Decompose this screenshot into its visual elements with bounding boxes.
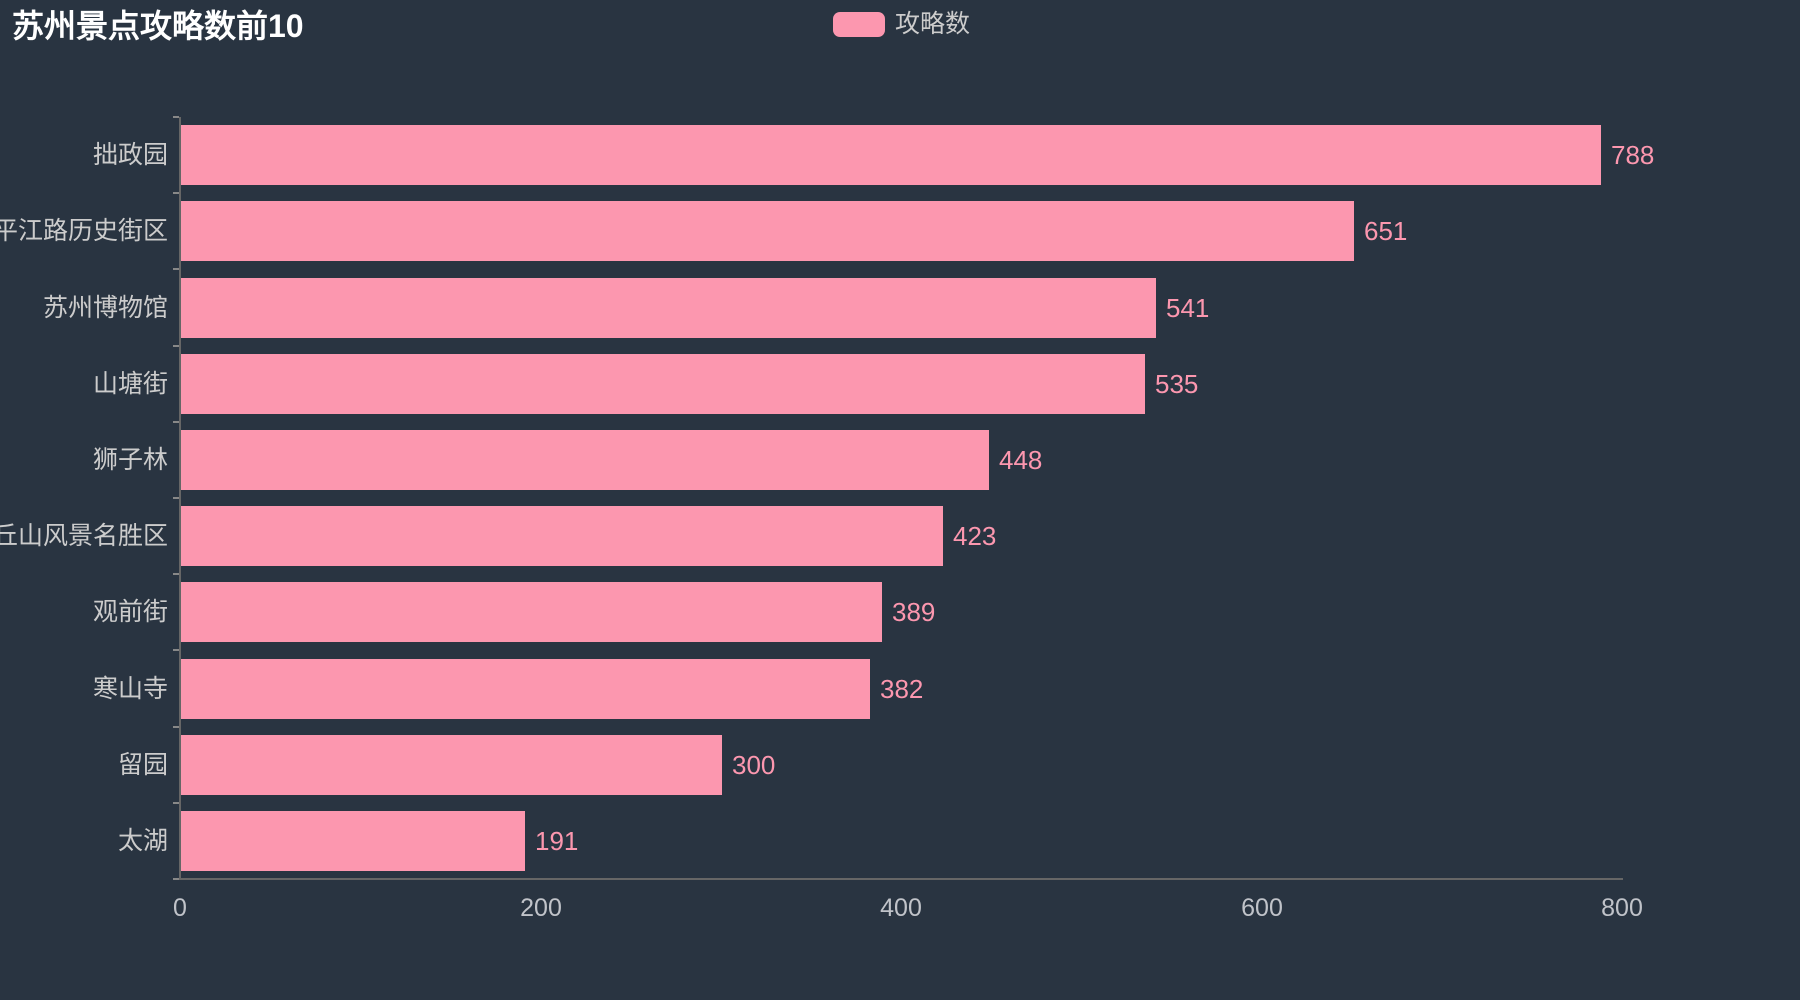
bar-value-label: 382: [880, 674, 924, 704]
bar-value-label: 535: [1155, 369, 1199, 399]
y-axis-label: 狮子林: [92, 446, 168, 474]
x-axis-line: [179, 878, 1623, 880]
y-axis-label: 观前街: [92, 598, 168, 626]
bar[interactable]: [181, 811, 525, 871]
y-axis-tick: [173, 725, 179, 728]
bar-value-label: 300: [732, 750, 776, 780]
bar[interactable]: [181, 278, 1156, 338]
x-axis-tick-label: 200: [520, 894, 562, 922]
bar-value-label: 651: [1364, 216, 1408, 246]
y-axis-tick: [173, 801, 179, 804]
y-axis-label: 留园: [117, 751, 168, 779]
y-axis-label: 山塘街: [92, 370, 168, 398]
x-axis-tick-label: 800: [1601, 894, 1643, 922]
y-axis-label: 虎丘山风景名胜区: [0, 522, 168, 550]
bar-value-label: 448: [999, 445, 1043, 475]
bar[interactable]: [181, 125, 1601, 185]
y-axis-label: 苏州博物馆: [42, 294, 168, 322]
y-axis-tick: [173, 497, 179, 499]
y-axis-tick: [173, 878, 179, 880]
y-axis-label: 平江路历史街区: [0, 217, 168, 245]
y-axis-label: 寒山寺: [92, 675, 168, 703]
y-axis-tick: [173, 573, 179, 576]
chart-title: 苏州景点攻略数前10: [12, 8, 304, 44]
x-axis-tick-label: 600: [1241, 894, 1283, 922]
y-axis-tick: [173, 192, 179, 195]
y-axis-tick: [173, 420, 179, 423]
legend-label: 攻略数: [895, 10, 971, 38]
bar[interactable]: [181, 582, 882, 642]
x-axis-tick-label: 0: [173, 894, 187, 922]
bar[interactable]: [181, 506, 943, 566]
bar-value-label: 541: [1166, 293, 1210, 323]
bar[interactable]: [181, 201, 1354, 261]
y-axis-tick: [173, 344, 179, 347]
bar-value-label: 423: [953, 521, 997, 551]
bar[interactable]: [181, 735, 722, 795]
bar[interactable]: [181, 430, 989, 490]
bar-value-label: 389: [892, 597, 936, 627]
legend-swatch-icon: [833, 11, 885, 37]
x-axis-tick-label: 400: [880, 894, 922, 922]
y-axis-line: [179, 117, 181, 880]
bar-value-label: 788: [1611, 140, 1655, 170]
y-axis-tick: [173, 649, 179, 652]
y-axis-tick: [173, 268, 179, 271]
legend-item[interactable]: 攻略数: [833, 10, 970, 38]
y-axis-label: 太湖: [117, 827, 168, 855]
y-axis-tick: [173, 116, 179, 118]
y-axis-label: 拙政园: [92, 141, 168, 169]
bar[interactable]: [181, 659, 870, 719]
bar[interactable]: [181, 354, 1145, 414]
bar-value-label: 191: [535, 826, 579, 856]
